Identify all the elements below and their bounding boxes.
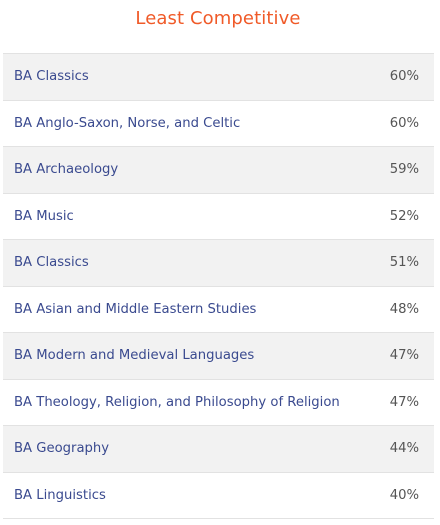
table-row: BA Music 52% <box>3 193 434 240</box>
table-row: BA Asian and Middle Eastern Studies 48% <box>3 286 434 333</box>
course-link[interactable]: BA Modern and Medieval Languages <box>14 348 255 363</box>
course-percentage: 44% <box>389 441 419 456</box>
table-row: BA Theology, Religion, and Philosophy of… <box>3 379 434 426</box>
table-row: BA Linguistics 40% <box>3 472 434 519</box>
course-link[interactable]: BA Asian and Middle Eastern Studies <box>14 301 257 317</box>
course-link[interactable]: BA Theology, Religion, and Philosophy of… <box>14 394 340 410</box>
course-percentage: 52% <box>389 208 419 224</box>
course-link[interactable]: BA Geography <box>14 441 110 456</box>
course-percentage: 40% <box>389 487 419 503</box>
table-row: BA Archaeology 59% <box>3 147 434 194</box>
course-link[interactable]: BA Linguistics <box>14 487 106 503</box>
table-row: BA Anglo-Saxon, Norse, and Celtic 60% <box>3 100 434 147</box>
table-row: BA Classics 51% <box>3 240 434 287</box>
table-row: BA Geography 44% <box>3 426 434 473</box>
course-link[interactable]: BA Anglo-Saxon, Norse, and Celtic <box>14 115 241 131</box>
course-percentage: 47% <box>389 348 419 363</box>
course-link[interactable]: BA Classics <box>14 69 89 84</box>
courses-table: BA Classics 60% BA Anglo-Saxon, Norse, a… <box>3 53 434 519</box>
course-percentage: 60% <box>389 115 419 131</box>
table-row: BA Modern and Medieval Languages 47% <box>3 333 434 380</box>
course-percentage: 48% <box>389 301 419 317</box>
course-percentage: 47% <box>389 394 419 410</box>
course-percentage: 59% <box>389 162 419 177</box>
course-link[interactable]: BA Archaeology <box>14 162 119 177</box>
course-percentage: 60% <box>389 69 419 84</box>
course-link[interactable]: BA Classics <box>14 255 89 270</box>
table-row: BA Classics 60% <box>3 54 434 101</box>
course-percentage: 51% <box>389 255 419 270</box>
course-link[interactable]: BA Music <box>14 208 74 224</box>
section-title: Least Competitive <box>135 8 301 29</box>
